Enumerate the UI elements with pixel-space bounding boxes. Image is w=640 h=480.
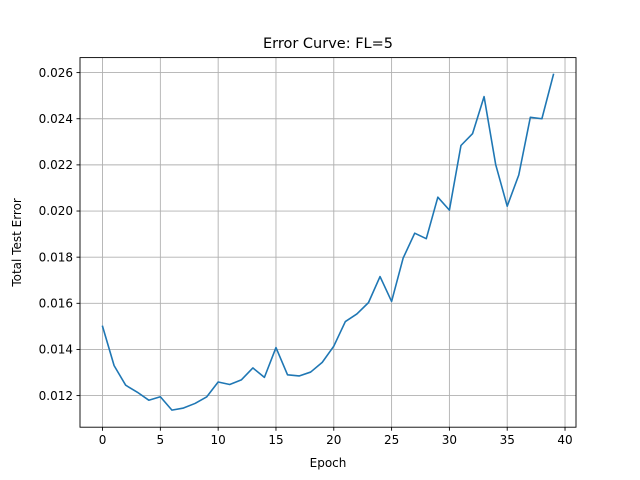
y-tick-label: 0.020 (39, 204, 73, 218)
x-tick-label: 10 (211, 433, 226, 447)
y-tick-label: 0.026 (39, 66, 73, 80)
x-axis: 0 5 10 15 20 25 30 35 40 (99, 427, 573, 447)
x-tick-label: 40 (557, 433, 572, 447)
series-line (101, 73, 555, 411)
y-axis-label: Total Test Error (10, 198, 24, 288)
y-tick-label: 0.014 (39, 343, 73, 357)
y-tick-label: 0.024 (39, 112, 73, 126)
chart-title: Error Curve: FL=5 (263, 36, 393, 52)
y-tick-label: 0.022 (39, 158, 73, 172)
y-tick-label: 0.016 (39, 297, 73, 311)
x-tick-label: 30 (442, 433, 457, 447)
y-axis: 0.012 0.014 0.016 0.018 0.020 0.022 0.024 0.026 (39, 66, 80, 403)
y-tick-label: 0.012 (39, 389, 73, 403)
series-layer (101, 73, 555, 411)
x-tick-label: 5 (157, 433, 165, 447)
x-tick-label: 15 (268, 433, 283, 447)
x-tick-label: 20 (326, 433, 341, 447)
x-tick-label: 35 (500, 433, 515, 447)
x-axis-label: Epoch (310, 456, 347, 470)
grid (80, 57, 576, 428)
x-tick-label: 0 (99, 433, 107, 447)
plot-frame (79, 57, 577, 428)
x-tick-label: 25 (384, 433, 399, 447)
y-tick-label: 0.018 (39, 250, 73, 264)
